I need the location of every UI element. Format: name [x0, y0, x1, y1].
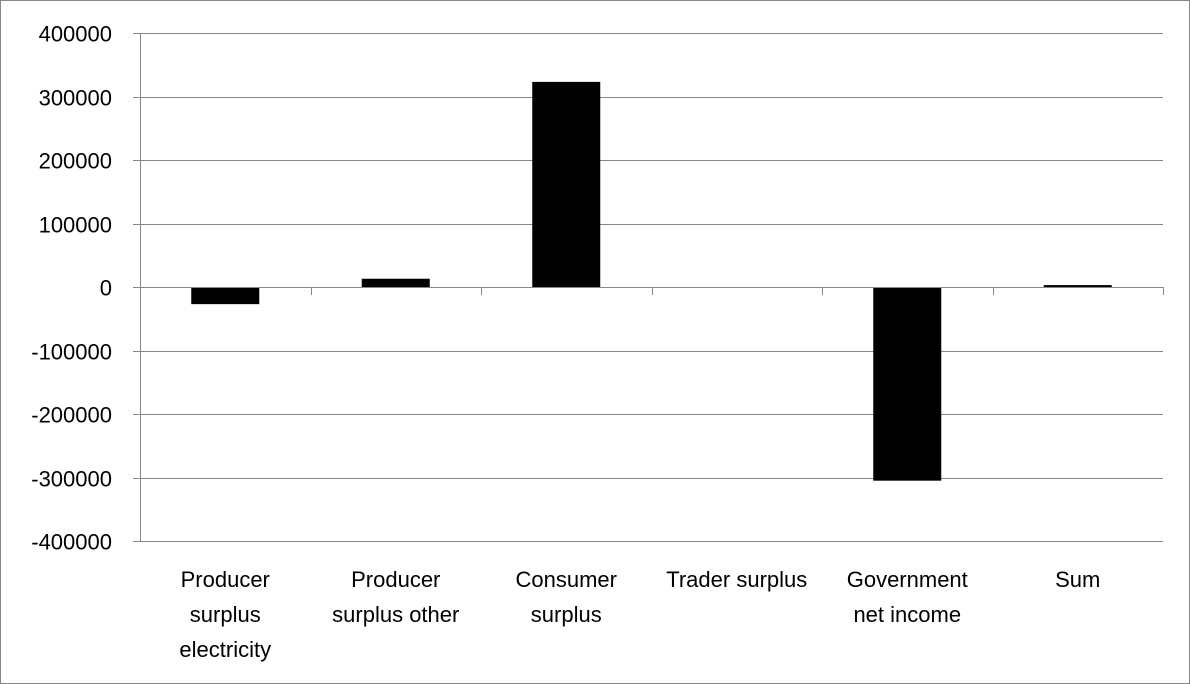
- bar: [361, 278, 430, 287]
- bar: [532, 81, 601, 288]
- x-category-label: Trader surplus: [666, 567, 807, 592]
- axes: [133, 33, 1164, 542]
- x-category-labels: Producer surplus electricity Producer surplu…: [179, 567, 1100, 662]
- bars: [191, 81, 1112, 481]
- x-category-label: Producer surplus other: [332, 567, 459, 627]
- y-tick-label: -100000: [31, 340, 112, 365]
- y-tick-label: 200000: [39, 149, 112, 174]
- bar: [1043, 285, 1112, 287]
- bar: [873, 287, 942, 481]
- gridlines: [140, 33, 1163, 542]
- y-tick-label: 400000: [39, 22, 112, 47]
- y-tick-label: -300000: [31, 467, 112, 492]
- x-category-label: Sum: [1055, 567, 1100, 592]
- y-tick-label: 100000: [39, 213, 112, 238]
- y-tick-label: 300000: [39, 86, 112, 111]
- x-category-label: Producer surplus electricity: [179, 567, 271, 662]
- bar: [191, 287, 260, 305]
- x-category-label: Consumer surplus: [516, 567, 617, 627]
- y-tick-label: 0: [100, 276, 112, 301]
- y-tick-labels: 400000 300000 200000 100000 0 -100000 -200000 -…: [31, 22, 112, 555]
- y-tick-label: -200000: [31, 403, 112, 428]
- y-tick-label: -400000: [31, 530, 112, 555]
- x-category-label: Government net income: [847, 567, 968, 627]
